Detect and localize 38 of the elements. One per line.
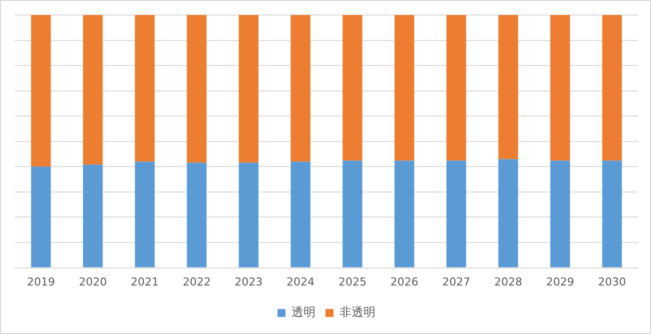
x-tick-label: 2019 — [26, 275, 55, 288]
bar — [446, 160, 466, 268]
bar — [186, 162, 207, 268]
x-tick-label: 2027 — [442, 275, 470, 288]
x-tick-label: 2030 — [598, 275, 626, 288]
x-tick-label: 2021 — [130, 275, 159, 288]
bar — [238, 162, 258, 268]
x-tick-label: 2023 — [234, 275, 263, 288]
bar — [31, 15, 51, 167]
bar — [602, 160, 622, 268]
bar — [290, 15, 310, 162]
bar — [134, 15, 155, 162]
x-tick-label: 2024 — [286, 275, 315, 288]
bar — [602, 15, 622, 161]
x-tick-label: 2020 — [78, 275, 107, 288]
bar — [498, 15, 518, 160]
bar — [342, 160, 362, 268]
x-tick-label: 2028 — [494, 275, 522, 288]
x-tick-label: 2026 — [390, 275, 418, 288]
legend-label: 非透明 — [340, 305, 376, 320]
bar — [394, 160, 414, 268]
bar — [394, 15, 414, 161]
bar — [498, 159, 518, 268]
x-tick-label: 2022 — [182, 275, 211, 288]
bar — [290, 162, 310, 268]
bar — [550, 160, 570, 268]
legend-label: 透明 — [292, 305, 316, 320]
bar — [342, 15, 362, 161]
bar — [83, 164, 103, 268]
bar — [446, 15, 466, 161]
bar — [31, 166, 51, 268]
x-tick-label: 2029 — [546, 275, 574, 288]
bar — [550, 15, 570, 161]
x-tick-label: 2025 — [338, 275, 366, 288]
bar — [238, 15, 258, 163]
bar — [134, 162, 155, 268]
bar — [186, 15, 207, 163]
bar — [83, 15, 103, 165]
